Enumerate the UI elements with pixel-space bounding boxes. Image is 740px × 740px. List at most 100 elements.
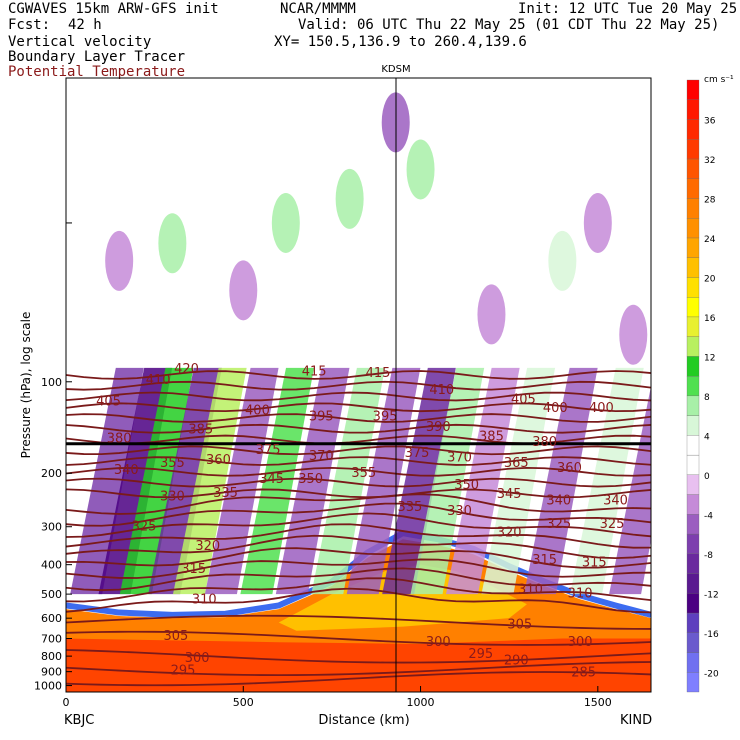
colorbar-swatch bbox=[686, 672, 700, 693]
colorbar-swatch bbox=[686, 474, 700, 495]
colorbar-swatch bbox=[686, 237, 700, 258]
theta-label: 325 bbox=[132, 519, 157, 534]
colorbar-tick-label: 16 bbox=[704, 314, 716, 324]
x-tick-label: 500 bbox=[233, 696, 254, 709]
colorbar-tick-label: 36 bbox=[704, 116, 716, 126]
theta-label: 325 bbox=[546, 517, 571, 532]
theta-contour-line bbox=[66, 370, 651, 380]
colorbar-swatch bbox=[686, 178, 700, 199]
valid-time: Valid: 06 UTC Thu 22 May 25 (01 CDT Thu … bbox=[298, 17, 720, 33]
theta-label: 405 bbox=[511, 392, 536, 407]
station-mid-label: KDSM bbox=[381, 64, 410, 75]
plot-frame bbox=[65, 77, 652, 693]
theta-contour-line bbox=[66, 630, 651, 646]
theta-label: 390 bbox=[426, 420, 451, 435]
colorbar-tick-label: -4 bbox=[704, 511, 713, 521]
theta-contour-line bbox=[66, 466, 651, 477]
theta-label: 405 bbox=[96, 395, 121, 410]
x-tick-label: 1000 bbox=[407, 696, 435, 709]
theta-label: 315 bbox=[532, 553, 557, 568]
colorbar-tick-label: 0 bbox=[704, 472, 710, 482]
wave-band bbox=[311, 367, 385, 595]
theta-label: 295 bbox=[468, 647, 493, 662]
colorbar-swatch bbox=[686, 139, 700, 160]
theta-label: 310 bbox=[568, 587, 593, 602]
colorbar-swatch bbox=[686, 297, 700, 318]
theta-label: 355 bbox=[160, 456, 185, 471]
theta-label: 320 bbox=[497, 525, 522, 540]
colorbar-swatch bbox=[686, 257, 700, 278]
colorbar-swatch bbox=[686, 277, 700, 298]
upper-wave-blob bbox=[229, 260, 258, 321]
theta-label: 385 bbox=[188, 423, 213, 438]
theta-label: 300 bbox=[426, 635, 451, 650]
theta-contour-line bbox=[66, 434, 651, 445]
theta-label: 415 bbox=[366, 366, 391, 381]
theta-label: 310 bbox=[518, 582, 543, 597]
upper-wave-blob bbox=[105, 230, 134, 291]
colorbar-tick-label: 8 bbox=[704, 393, 710, 403]
colorbar-swatch bbox=[686, 652, 700, 673]
theta-label: 400 bbox=[543, 401, 568, 416]
colorbar-tick-label: 28 bbox=[704, 195, 716, 205]
y-tick-label: 100 bbox=[41, 376, 62, 389]
theta-label: 345 bbox=[497, 487, 522, 502]
theta-label: 340 bbox=[603, 494, 628, 509]
colorbar-swatch bbox=[686, 158, 700, 179]
upper-wave-blob bbox=[335, 168, 364, 229]
theta-contour-line bbox=[66, 558, 651, 579]
theta-label: 350 bbox=[454, 478, 479, 493]
theta-label: 345 bbox=[259, 472, 284, 487]
theta-label: 380 bbox=[532, 435, 557, 450]
theta-label: 315 bbox=[181, 562, 206, 577]
init-time: Init: 12 UTC Tue 20 May 25 bbox=[518, 1, 738, 17]
theta-label: 315 bbox=[582, 556, 607, 571]
y-tick-label: 200 bbox=[41, 467, 62, 480]
wave-band bbox=[446, 367, 520, 595]
upper-wave-blob bbox=[158, 213, 187, 274]
theta-label: 360 bbox=[557, 461, 582, 476]
upper-wave-blob bbox=[619, 304, 648, 365]
theta-contours bbox=[66, 370, 651, 687]
colorbar-tick-label: -20 bbox=[704, 669, 719, 679]
theta-label: 350 bbox=[298, 472, 323, 487]
theta-contour-line bbox=[66, 402, 651, 413]
theta-label: 370 bbox=[309, 449, 334, 464]
organization: NCAR/MMMM bbox=[280, 1, 356, 17]
y-tick-label: 500 bbox=[41, 588, 62, 601]
y-tick-label: 300 bbox=[41, 521, 62, 534]
upper-wave-blob bbox=[271, 192, 300, 253]
theta-label: 285 bbox=[571, 666, 596, 681]
colorbar-tick-label: 32 bbox=[704, 156, 715, 166]
x-start-station: KBJC bbox=[64, 713, 94, 728]
low-level-updraft-area bbox=[66, 638, 651, 692]
theta-label: 400 bbox=[589, 401, 614, 416]
theta-contour-line bbox=[66, 488, 651, 499]
colorbar-swatch bbox=[686, 632, 700, 653]
theta-contour-line bbox=[66, 661, 651, 677]
colorbar-tick-label: -12 bbox=[704, 590, 719, 600]
theta-label: 410 bbox=[429, 383, 454, 398]
colorbar-swatch bbox=[686, 593, 700, 614]
theta-label: 355 bbox=[351, 466, 376, 481]
theta-label: 305 bbox=[163, 629, 188, 644]
theta-label: 325 bbox=[600, 517, 625, 532]
y-axis-label: Pressure (hPa), log scale bbox=[19, 312, 33, 459]
theta-label: 375 bbox=[405, 446, 430, 461]
theta-contour-line bbox=[66, 493, 651, 515]
field-potential-temperature: Potential Temperature bbox=[8, 64, 186, 80]
colorbar-swatch bbox=[686, 198, 700, 219]
theta-label: 395 bbox=[309, 409, 334, 424]
y-tick-label: 600 bbox=[41, 612, 62, 625]
theta-contour-line bbox=[66, 456, 651, 466]
wave-band bbox=[346, 367, 421, 595]
theta-contour-line bbox=[66, 547, 651, 569]
theta-contour-line bbox=[66, 614, 651, 630]
wave-band bbox=[240, 367, 314, 595]
colorbar-swatch bbox=[686, 375, 700, 397]
field-boundary-layer-tracer: Boundary Layer Tracer bbox=[8, 49, 186, 65]
theta-label: 310 bbox=[192, 592, 217, 607]
theta-label: 300 bbox=[568, 635, 593, 650]
theta-label: 420 bbox=[174, 362, 199, 377]
